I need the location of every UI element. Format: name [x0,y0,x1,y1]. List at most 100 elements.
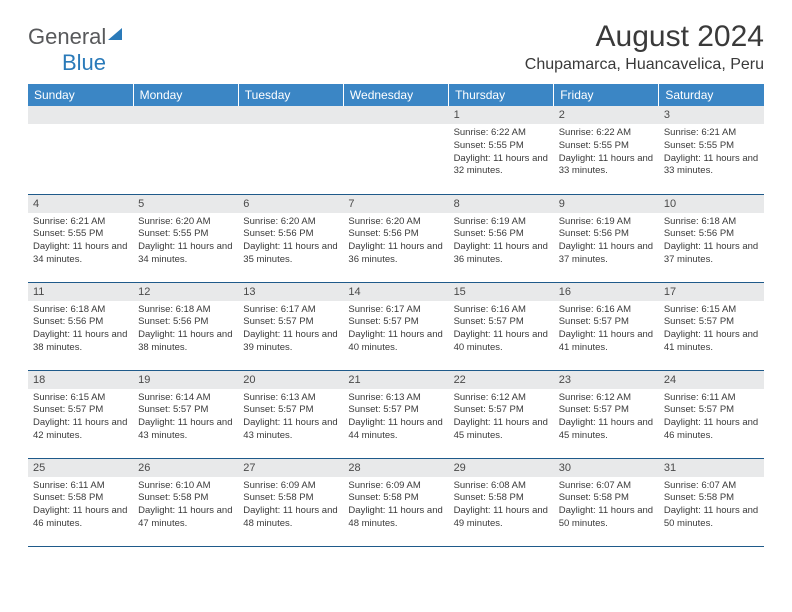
day-data: Sunrise: 6:16 AMSunset: 5:57 PMDaylight:… [554,301,659,359]
day-data: Sunrise: 6:15 AMSunset: 5:57 PMDaylight:… [28,389,133,447]
day-number: 11 [28,283,133,301]
day-cell: 10Sunrise: 6:18 AMSunset: 5:56 PMDayligh… [659,194,764,282]
day-number: 23 [554,371,659,389]
day-number: 1 [449,106,554,124]
day-number: 18 [28,371,133,389]
day-cell: 12Sunrise: 6:18 AMSunset: 5:56 PMDayligh… [133,282,238,370]
day-number [133,106,238,124]
daylight-text: Daylight: 11 hours and 41 minutes. [559,329,654,355]
daylight-text: Daylight: 11 hours and 33 minutes. [664,153,759,179]
sunrise-text: Sunrise: 6:19 AM [559,216,654,229]
logo-text-wrap: General Blue [28,24,122,76]
week-row: 25Sunrise: 6:11 AMSunset: 5:58 PMDayligh… [28,458,764,546]
daylight-text: Daylight: 11 hours and 33 minutes. [559,153,654,179]
sunset-text: Sunset: 5:56 PM [454,228,549,241]
day-cell: 1Sunrise: 6:22 AMSunset: 5:55 PMDaylight… [449,106,554,194]
daylight-text: Daylight: 11 hours and 32 minutes. [454,153,549,179]
day-number: 22 [449,371,554,389]
day-data: Sunrise: 6:22 AMSunset: 5:55 PMDaylight:… [449,124,554,182]
day-number: 7 [343,195,448,213]
day-cell: 29Sunrise: 6:08 AMSunset: 5:58 PMDayligh… [449,458,554,546]
sunrise-text: Sunrise: 6:12 AM [559,392,654,405]
day-number: 27 [238,459,343,477]
day-data: Sunrise: 6:07 AMSunset: 5:58 PMDaylight:… [659,477,764,535]
day-data: Sunrise: 6:10 AMSunset: 5:58 PMDaylight:… [133,477,238,535]
day-cell: 9 Sunrise: 6:19 AMSunset: 5:56 PMDaylight… [554,194,659,282]
daylight-text: Daylight: 11 hours and 43 minutes. [243,417,338,443]
sunset-text: Sunset: 5:56 PM [243,228,338,241]
sunset-text: Sunset: 5:57 PM [33,404,128,417]
day-number: 28 [343,459,448,477]
day-cell: 18Sunrise: 6:15 AMSunset: 5:57 PMDayligh… [28,370,133,458]
day-data: Sunrise: 6:14 AMSunset: 5:57 PMDaylight:… [133,389,238,447]
day-cell [28,106,133,194]
sunset-text: Sunset: 5:57 PM [454,316,549,329]
sunrise-text: Sunrise: 6:10 AM [138,480,233,493]
sunset-text: Sunset: 5:55 PM [559,140,654,153]
day-cell [238,106,343,194]
sunrise-text: Sunrise: 6:20 AM [348,216,443,229]
day-number: 9 [554,195,659,213]
sunset-text: Sunset: 5:58 PM [33,492,128,505]
sunrise-text: Sunrise: 6:21 AM [664,127,759,140]
day-cell: 6Sunrise: 6:20 AMSunset: 5:56 PMDaylight… [238,194,343,282]
sunset-text: Sunset: 5:56 PM [559,228,654,241]
day-data: Sunrise: 6:22 AMSunset: 5:55 PMDaylight:… [554,124,659,182]
daylight-text: Daylight: 11 hours and 47 minutes. [138,505,233,531]
day-data: Sunrise: 6:09 AMSunset: 5:58 PMDaylight:… [238,477,343,535]
sunset-text: Sunset: 5:56 PM [664,228,759,241]
day-cell: 31Sunrise: 6:07 AMSunset: 5:58 PMDayligh… [659,458,764,546]
daylight-text: Daylight: 11 hours and 48 minutes. [348,505,443,531]
day-data: Sunrise: 6:21 AMSunset: 5:55 PMDaylight:… [659,124,764,182]
day-number: 25 [28,459,133,477]
sunrise-text: Sunrise: 6:09 AM [243,480,338,493]
daylight-text: Daylight: 11 hours and 37 minutes. [664,241,759,267]
dayhead-sun: Sunday [28,84,133,106]
day-number: 12 [133,283,238,301]
sunrise-text: Sunrise: 6:07 AM [559,480,654,493]
sunset-text: Sunset: 5:57 PM [138,404,233,417]
dayhead-tue: Tuesday [238,84,343,106]
day-data: Sunrise: 6:13 AMSunset: 5:57 PMDaylight:… [238,389,343,447]
day-number [28,106,133,124]
logo-general: General [28,24,106,49]
daylight-text: Daylight: 11 hours and 34 minutes. [138,241,233,267]
day-data: Sunrise: 6:17 AMSunset: 5:57 PMDaylight:… [238,301,343,359]
sunset-text: Sunset: 5:56 PM [33,316,128,329]
day-number: 13 [238,283,343,301]
day-data: Sunrise: 6:19 AMSunset: 5:56 PMDaylight:… [449,213,554,271]
day-cell: 28Sunrise: 6:09 AMSunset: 5:58 PMDayligh… [343,458,448,546]
dayhead-thu: Thursday [449,84,554,106]
day-data: Sunrise: 6:20 AMSunset: 5:56 PMDaylight:… [238,213,343,271]
sunset-text: Sunset: 5:55 PM [454,140,549,153]
daylight-text: Daylight: 11 hours and 37 minutes. [559,241,654,267]
sunrise-text: Sunrise: 6:16 AM [559,304,654,317]
week-row: 1Sunrise: 6:22 AMSunset: 5:55 PMDaylight… [28,106,764,194]
day-number: 14 [343,283,448,301]
day-cell: 23Sunrise: 6:12 AMSunset: 5:57 PMDayligh… [554,370,659,458]
dayhead-fri: Friday [554,84,659,106]
day-cell: 24Sunrise: 6:11 AMSunset: 5:57 PMDayligh… [659,370,764,458]
sunrise-text: Sunrise: 6:11 AM [33,480,128,493]
day-cell: 16Sunrise: 6:16 AMSunset: 5:57 PMDayligh… [554,282,659,370]
day-number: 6 [238,195,343,213]
sunset-text: Sunset: 5:58 PM [243,492,338,505]
sunset-text: Sunset: 5:57 PM [348,404,443,417]
sunrise-text: Sunrise: 6:20 AM [138,216,233,229]
sunrise-text: Sunrise: 6:18 AM [664,216,759,229]
day-cell [343,106,448,194]
day-data: Sunrise: 6:09 AMSunset: 5:58 PMDaylight:… [343,477,448,535]
day-header-row: Sunday Monday Tuesday Wednesday Thursday… [28,84,764,106]
sunset-text: Sunset: 5:58 PM [664,492,759,505]
daylight-text: Daylight: 11 hours and 35 minutes. [243,241,338,267]
daylight-text: Daylight: 11 hours and 39 minutes. [243,329,338,355]
sunrise-text: Sunrise: 6:18 AM [138,304,233,317]
day-cell: 13Sunrise: 6:17 AMSunset: 5:57 PMDayligh… [238,282,343,370]
day-number [238,106,343,124]
daylight-text: Daylight: 11 hours and 49 minutes. [454,505,549,531]
daylight-text: Daylight: 11 hours and 40 minutes. [454,329,549,355]
day-data: Sunrise: 6:16 AMSunset: 5:57 PMDaylight:… [449,301,554,359]
day-number: 17 [659,283,764,301]
daylight-text: Daylight: 11 hours and 44 minutes. [348,417,443,443]
day-data: Sunrise: 6:11 AMSunset: 5:58 PMDaylight:… [28,477,133,535]
